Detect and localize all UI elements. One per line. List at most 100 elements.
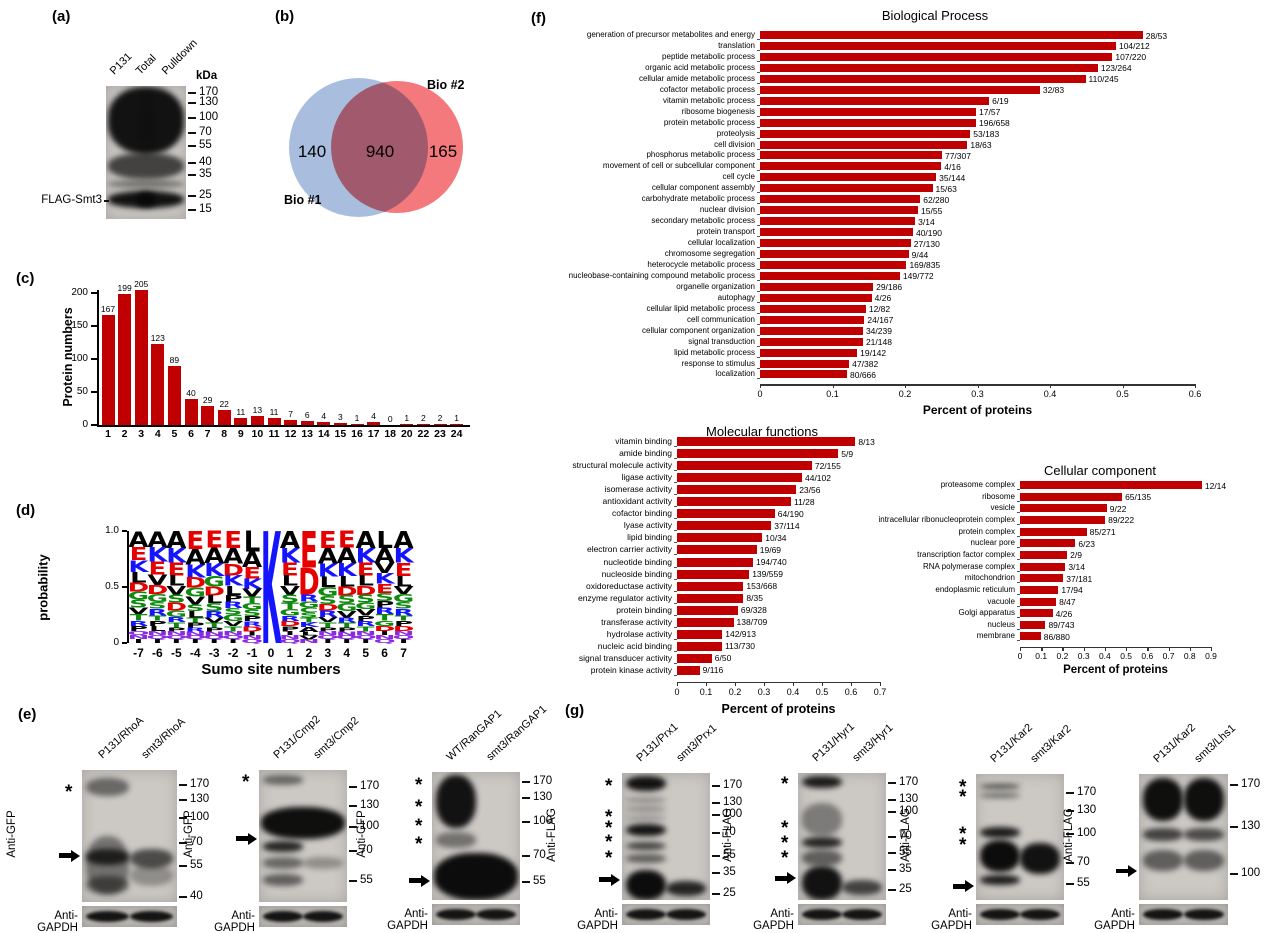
hbar-row-tick: [757, 49, 760, 51]
hbar-count: 40/190: [915, 227, 942, 238]
hbar-bar: [677, 449, 839, 459]
d-x-tick-label: -4: [189, 646, 201, 660]
logo-letter: P: [205, 627, 224, 633]
hbar-count: 3/14: [1068, 562, 1085, 573]
marker-label: 100: [723, 807, 743, 820]
logo-letter: N: [279, 635, 301, 641]
logo-letter: L: [338, 574, 355, 590]
logo-letter: R: [280, 614, 300, 622]
hbar-axis-tick: [1122, 384, 1124, 389]
flag-smt3-label: FLAG-Smt3: [41, 194, 102, 206]
asterisk-marker: *: [415, 796, 423, 818]
logo-letter: E: [338, 526, 356, 553]
blot-band: [1183, 828, 1225, 841]
hbar-axis-tick-label: 0.1: [1035, 651, 1048, 662]
marker-label: 130: [1077, 803, 1097, 816]
band-arrow-prx1-shaft: [599, 877, 611, 883]
c-bar: [300, 421, 314, 425]
hbar-bar: [760, 359, 850, 368]
marker-dash: [188, 144, 196, 147]
logo-letter: D: [317, 602, 339, 613]
hbar-count: 169/835: [909, 260, 941, 271]
sumo-logo: AEKLDGSVTRPQNIAKEVDGSRTPLNQIAKELVSDGRTPN…: [127, 501, 414, 679]
hbar-axis-tick-label: 0.7: [1162, 651, 1175, 662]
band-arrow-prx1-head: [611, 873, 620, 886]
c-x-tick-label: 10: [251, 428, 264, 440]
hbar-row-tick: [1017, 593, 1020, 595]
blot-band: [625, 854, 666, 864]
hbar-axis-line: [1020, 647, 1212, 649]
hbar-bar: [760, 162, 942, 171]
hbar-count: 153/668: [746, 581, 778, 592]
c-bar: [284, 420, 298, 425]
logo-letter: A: [337, 544, 358, 569]
hbar-bar: [1020, 539, 1076, 548]
blot-band: [801, 803, 842, 837]
logo-letter: G: [393, 592, 414, 605]
logo-letter: L: [282, 573, 299, 589]
gapdh-band: [129, 910, 174, 922]
hbar-row-label: signal transduction: [688, 336, 755, 346]
hbar-row-label: nucleobase-containing compound metabolic…: [568, 270, 755, 280]
logo-letter: D: [298, 561, 320, 604]
logo-letter: K: [204, 560, 225, 581]
hbar-bar: [760, 140, 968, 149]
blot-band: [433, 852, 519, 900]
hbar-row-label: ligase activity: [621, 472, 672, 483]
hbar-count: 149/772: [902, 271, 934, 282]
logo-letter: A: [299, 626, 320, 634]
marker-label: 170: [899, 776, 919, 789]
blot-band: [842, 879, 883, 895]
hbar-row-label: enzyme regulator activity: [577, 592, 672, 603]
logo-letter: D: [336, 584, 358, 599]
hbar-count: 4/26: [1055, 608, 1073, 619]
blot-image-rangap1: [432, 772, 520, 900]
hbar-row-tick: [757, 236, 760, 238]
blot-band: [262, 874, 303, 887]
hbar-bar: [677, 641, 722, 651]
marker-label: 170: [723, 778, 743, 791]
logo-letter: N: [184, 631, 206, 637]
logo-letter: T: [243, 595, 262, 605]
logo-letter: K: [318, 561, 339, 582]
asterisk-marker: *: [781, 774, 789, 796]
logo-letter: N: [298, 639, 320, 645]
blot-band: [801, 836, 842, 848]
logo-letter: R: [147, 607, 167, 618]
lane-label: Total: [133, 52, 159, 78]
c-bar-value: 4: [371, 411, 376, 422]
hbar-axis-tick-label: 0.4: [1043, 389, 1057, 400]
hbar-row-label: cell division: [714, 139, 755, 149]
logo-letter: V: [318, 616, 338, 624]
logo-letter: V: [204, 616, 224, 624]
logo-letter: A: [204, 544, 225, 569]
logo-letter: Q: [184, 635, 206, 641]
d-y-tick-label: 1.0: [105, 525, 119, 536]
hbar-bar: [677, 665, 700, 675]
marker-label: 70: [199, 125, 212, 138]
c-x-tick-label: 13: [301, 428, 314, 440]
d-x-tick-label: 2: [305, 646, 313, 660]
logo-letter: Q: [222, 635, 244, 641]
hbar-row-label: protein complex: [958, 526, 1015, 536]
hbar-row-tick: [1017, 489, 1020, 490]
hbar-axis-tick-label: 0: [757, 389, 763, 400]
logo-letter: L: [357, 573, 374, 589]
c-bar: [134, 289, 148, 425]
c-x-tick-label: 8: [221, 428, 228, 440]
c-x-tick-label: 23: [434, 428, 446, 440]
hbar-axis-tick-label: 0.2: [1056, 651, 1069, 662]
hbar-row-tick: [674, 602, 677, 604]
blot-band: [129, 865, 174, 887]
d-x-tick-label: 3: [324, 646, 332, 660]
blot-band: [303, 857, 344, 869]
logo-letter: G: [355, 601, 376, 612]
logo-letter: V: [375, 559, 396, 576]
logo-letter: P: [280, 625, 299, 633]
asterisk-marker: *: [415, 774, 423, 796]
hbar-bar: [760, 41, 1116, 50]
hbar-row-label: secondary metabolic process: [651, 216, 755, 226]
logo-letter: N: [203, 631, 225, 637]
c-x-tick-label: 17: [367, 428, 380, 440]
hbar-bar: [677, 557, 753, 567]
